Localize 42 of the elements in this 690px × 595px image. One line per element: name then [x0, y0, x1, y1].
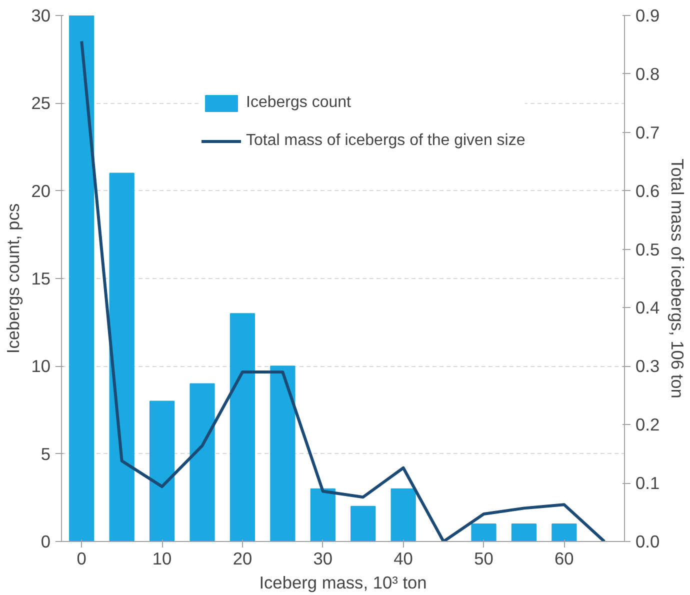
y-tick-label: 15 [31, 268, 51, 288]
legend-label: Total mass of icebergs of the given size [246, 132, 526, 150]
bar [109, 172, 134, 542]
y2-tick-label: 0.2 [636, 414, 660, 435]
bar [69, 16, 94, 542]
y2-tick-label: 0.8 [636, 64, 660, 84]
y2-tick-label: 0.5 [636, 239, 660, 260]
y2-tick-label: 0.6 [636, 180, 660, 201]
bar [552, 523, 577, 542]
y-tick-label: 5 [40, 444, 51, 464]
y2-tick-label: 0.7 [636, 122, 660, 142]
y2-tick-label: 0.9 [636, 6, 660, 26]
x-tick-label: 50 [474, 548, 494, 568]
line-series [80, 40, 606, 542]
y-tick-label: 10 [31, 356, 51, 376]
bar [190, 383, 215, 542]
bar [390, 488, 416, 542]
bar [310, 488, 336, 542]
bar [149, 400, 175, 542]
x-tick-label: 20 [232, 548, 252, 568]
y2-tick-label: 0.3 [636, 356, 660, 376]
x-tick-label: 40 [394, 548, 413, 568]
y-tick-label: 20 [31, 180, 51, 201]
bar [350, 506, 376, 542]
bar [230, 313, 256, 542]
bar [471, 523, 496, 542]
x-tick-label: 30 [313, 548, 333, 568]
x-axis-title: Iceberg mass, 10³ ton [259, 572, 427, 592]
y2-tick-label: 0.1 [636, 473, 660, 494]
x-tick-label: 0 [76, 548, 86, 568]
y-axis-title: Icebergs count, pcs [3, 203, 24, 354]
y2-tick-label: 0.0 [636, 532, 660, 552]
y2-tick-label: 0.4 [636, 298, 660, 318]
bar [511, 523, 537, 542]
bar [270, 366, 296, 542]
y2-axis-title: Total mass of icebergs, 106 ton [668, 158, 688, 398]
legend-label: Icebergs count [246, 94, 352, 112]
x-tick-label: 60 [554, 548, 574, 568]
x-tick-label: 10 [152, 548, 172, 568]
y-tick-label: 25 [31, 93, 51, 114]
y-tick-label: 30 [31, 6, 51, 26]
y-tick-label: 0 [40, 532, 51, 552]
